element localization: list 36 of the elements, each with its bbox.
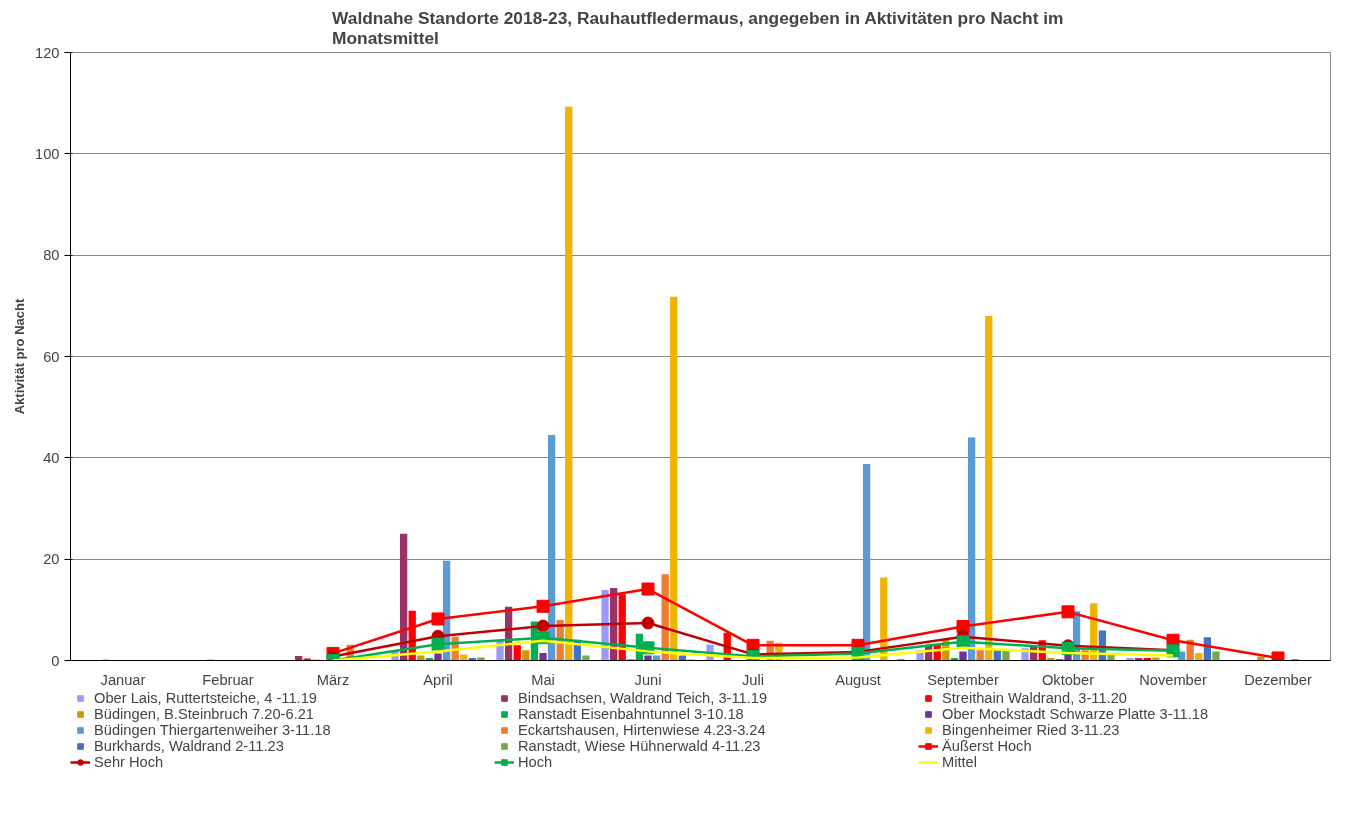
- legend-label: Burkhards, Waldrand 2-11.23: [94, 738, 285, 754]
- x-tick-label: April: [423, 671, 453, 688]
- legend-label: Ober Mockstadt Schwarze Platte 3-11.18: [942, 706, 1210, 722]
- x-tick-label: Oktober: [1041, 671, 1095, 688]
- chart-title: Waldnahe Standorte 2018-23, Rauhautfledermaus, angegeben in Aktivitäten pro Nacht im Monatsmittel: [332, 7, 1064, 48]
- x-tick-label: März: [316, 671, 350, 688]
- x-tick-label: Januar: [100, 671, 146, 688]
- legend-label: Hoch: [518, 754, 554, 770]
- legend-label: Eckartshausen, Hirtenwiese 4.23-3.24: [518, 722, 767, 738]
- x-tick-label: August: [835, 671, 881, 688]
- x-tick-label: Februar: [202, 671, 254, 688]
- legend-label: Ranstadt, Wiese Hühnerwald 4-11.23: [518, 738, 762, 754]
- y-tick-label: 20: [43, 551, 60, 568]
- x-tick-label: Mai: [531, 671, 555, 688]
- y-tick-label: 60: [43, 348, 60, 365]
- x-tick-label: Juli: [742, 671, 764, 688]
- x-tick-label: November: [1139, 671, 1207, 688]
- legend-label: Ober Lais, Ruttertsteiche, 4 -11.19: [94, 690, 318, 706]
- legend-label: Büdingen Thiergartenweiher 3-11.18: [94, 722, 332, 738]
- legend-label: Äußerst Hoch: [942, 738, 1033, 754]
- y-tick-label: 100: [35, 145, 60, 162]
- y-tick-label: 120: [35, 44, 60, 61]
- x-tick-label: Juni: [634, 671, 662, 688]
- x-tick-label: September: [927, 671, 999, 688]
- y-tick-label: 0: [51, 652, 60, 669]
- legend-label: Büdingen, B.Steinbruch 7.20-6.21: [94, 706, 315, 722]
- y-tick-label: 40: [43, 449, 60, 466]
- legend-label: Mittel: [942, 754, 979, 770]
- legend-label: Bindsachsen, Waldrand Teich, 3-11.19: [518, 690, 769, 706]
- legend-label: Sehr Hoch: [94, 754, 165, 770]
- legend-label: Streithain Waldrand, 3-11.20: [942, 690, 1128, 706]
- y-axis-title: Aktivität pro Nacht: [12, 298, 28, 415]
- legend-label: Ranstadt Eisenbahntunnel 3-10.18: [518, 706, 745, 722]
- x-tick-label: Dezember: [1244, 671, 1312, 688]
- legend-label: Bingenheimer Ried 3-11.23: [942, 722, 1121, 738]
- y-tick-label: 80: [43, 247, 60, 264]
